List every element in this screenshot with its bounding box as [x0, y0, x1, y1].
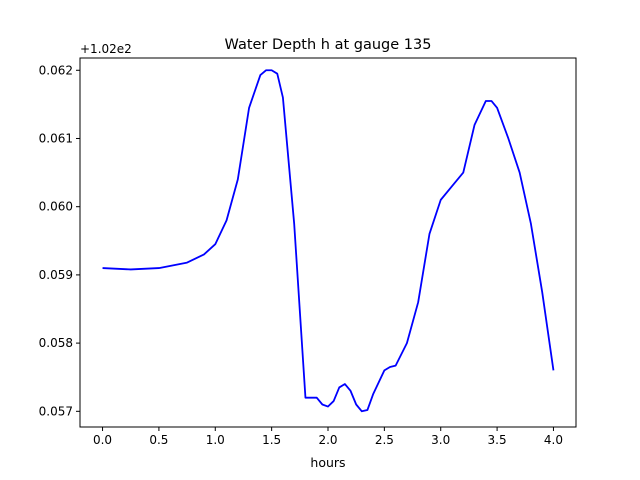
y-tick-label: 0.057	[39, 404, 73, 418]
y-tick-label: 0.060	[39, 200, 73, 214]
x-axis-label: hours	[310, 455, 345, 470]
series-line-0	[102, 69, 555, 413]
x-tick-label: 4.0	[544, 433, 563, 447]
x-tick-label: 1.0	[206, 433, 225, 447]
x-tick-label: 2.0	[318, 433, 337, 447]
x-tick-label: 3.0	[431, 433, 450, 447]
y-tick-label: 0.061	[39, 131, 73, 145]
y-tick-label: 0.059	[39, 268, 73, 282]
y-tick-label: 0.062	[39, 63, 73, 77]
x-tick-label: 2.5	[375, 433, 394, 447]
y-axis-offset-label: +1.02e2	[80, 42, 132, 56]
chart-title: Water Depth h at gauge 135	[225, 37, 432, 53]
y-tick-label: 0.058	[39, 336, 73, 350]
x-tick-label: 1.5	[262, 433, 281, 447]
x-tick-label: 0.0	[93, 433, 112, 447]
x-tick-label: 3.5	[488, 433, 507, 447]
x-tick-label: 0.5	[149, 433, 168, 447]
plot-area: 0.0 0.5 1.0 1.5 2.0 2.5 3.0 3.5 4.0 0.057 0.058 0.0…	[39, 57, 577, 447]
